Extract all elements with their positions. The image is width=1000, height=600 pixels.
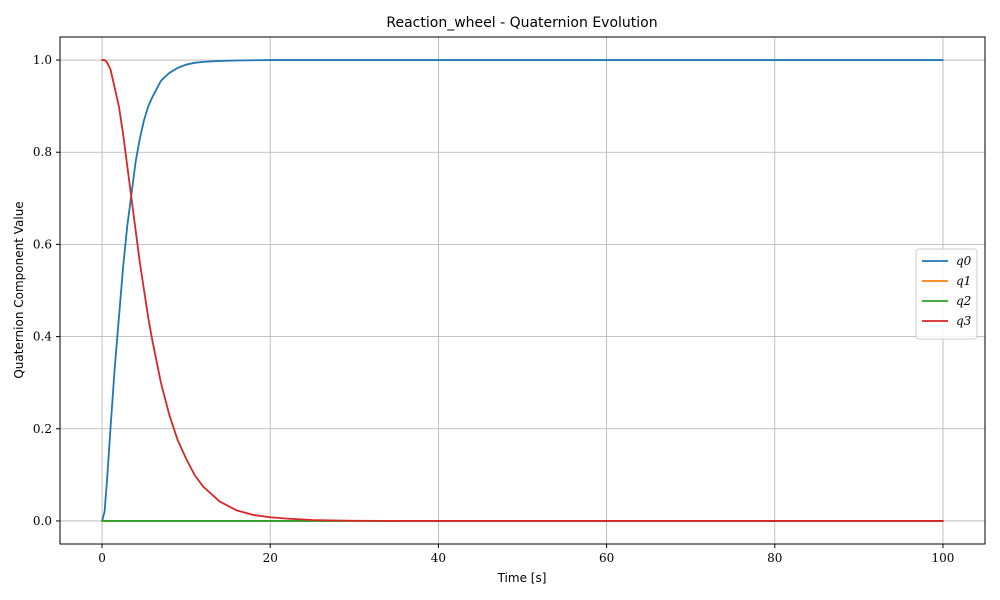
y-axis: 0.0 0.2 0.4 0.6 0.8 1.0 bbox=[33, 53, 60, 528]
y-tick-label: 0.6 bbox=[33, 237, 52, 251]
legend-label-q3: q3 bbox=[956, 314, 972, 328]
legend: q0 q1 q2 q3 bbox=[915, 248, 978, 340]
x-axis-label: Time [s] bbox=[497, 571, 547, 585]
chart-title: Reaction_wheel - Quaternion Evolution bbox=[386, 15, 657, 31]
x-axis: 0 20 40 60 80 100 bbox=[98, 544, 954, 565]
y-axis-label: Quaternion Component Value bbox=[12, 201, 26, 378]
series-line-q3 bbox=[101, 59, 944, 522]
x-tick-label: 100 bbox=[932, 551, 955, 565]
y-tick-label: 0.2 bbox=[33, 422, 52, 436]
x-tick-label: 0 bbox=[98, 551, 106, 565]
legend-box bbox=[915, 248, 978, 340]
x-tick-label: 60 bbox=[599, 551, 614, 565]
x-tick-label: 40 bbox=[431, 551, 446, 565]
y-tick-label: 0.8 bbox=[33, 145, 52, 159]
y-tick-label: 0.0 bbox=[33, 514, 52, 528]
y-tick-label: 1.0 bbox=[33, 53, 52, 67]
legend-label-q2: q2 bbox=[956, 294, 971, 308]
x-tick-label: 80 bbox=[767, 551, 782, 565]
legend-label-q1: q1 bbox=[956, 274, 971, 288]
series-layer bbox=[101, 59, 944, 522]
y-tick-label: 0.4 bbox=[33, 330, 52, 344]
plot-frame bbox=[59, 36, 986, 545]
legend-label-q0: q0 bbox=[956, 254, 972, 268]
x-tick-label: 20 bbox=[263, 551, 278, 565]
series-line-q0 bbox=[101, 59, 944, 522]
